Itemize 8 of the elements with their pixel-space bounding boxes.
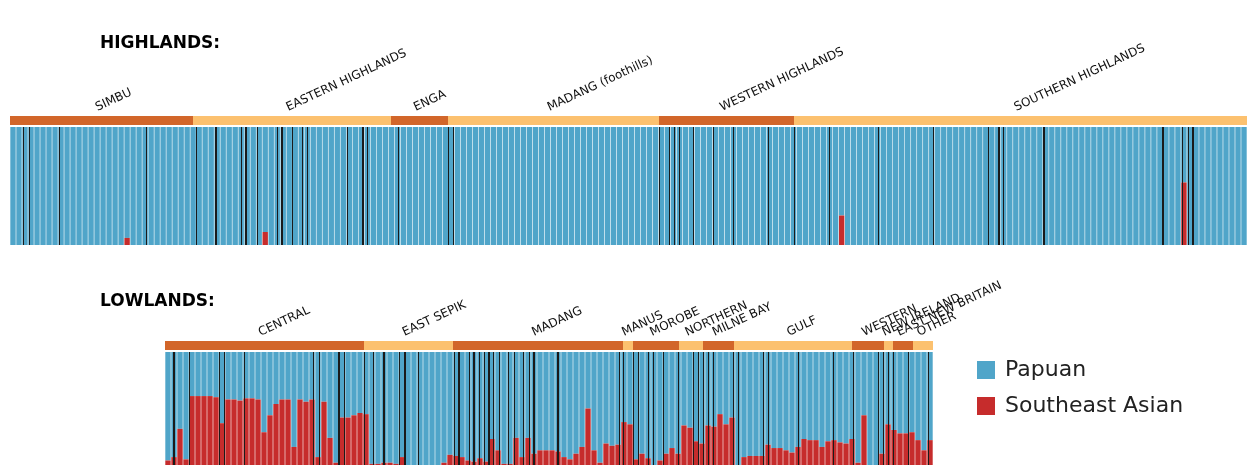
legend-label: Papuan	[1005, 355, 1087, 381]
bar	[838, 215, 845, 245]
legend-label: Southeast Asian	[1005, 391, 1184, 417]
bar	[124, 237, 130, 245]
chart-title: LOWLANDS:	[100, 290, 215, 310]
chart-title: HIGHLANDS:	[100, 32, 221, 52]
text: GULF	[784, 312, 819, 339]
bar	[262, 232, 268, 245]
